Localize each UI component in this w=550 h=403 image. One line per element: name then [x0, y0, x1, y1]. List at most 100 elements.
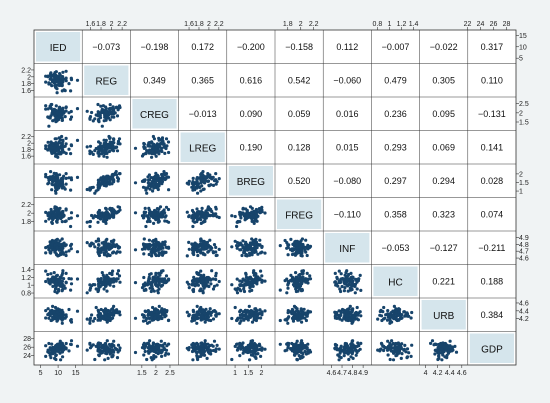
- data-point: [85, 187, 89, 192]
- data-point: [105, 352, 109, 356]
- data-point: [157, 271, 161, 275]
- data-point: [55, 78, 60, 82]
- data-point: [152, 307, 157, 311]
- data-point: [215, 343, 219, 347]
- data-point: [191, 186, 196, 190]
- axis-tick-label: 2.2: [117, 21, 127, 28]
- axis-tick-label: 22: [464, 21, 472, 28]
- data-point: [260, 348, 264, 352]
- data-point: [302, 307, 306, 311]
- data-point: [195, 210, 199, 214]
- data-point: [44, 219, 48, 223]
- data-point: [260, 313, 264, 317]
- data-point: [156, 291, 160, 295]
- data-point: [64, 347, 68, 351]
- data-point: [405, 356, 409, 360]
- data-point: [339, 311, 343, 315]
- data-point: [242, 287, 246, 291]
- data-point: [298, 345, 302, 349]
- data-point: [144, 344, 148, 348]
- data-point: [303, 316, 307, 320]
- data-point: [337, 279, 341, 283]
- data-point: [115, 250, 120, 254]
- data-point: [52, 271, 56, 275]
- data-point: [248, 343, 252, 347]
- data-point: [249, 346, 253, 350]
- data-point: [207, 183, 211, 187]
- data-point: [105, 289, 109, 293]
- data-point: [358, 310, 362, 314]
- data-point: [291, 242, 296, 246]
- data-point: [55, 307, 59, 311]
- data-point: [75, 107, 80, 111]
- data-point: [104, 315, 108, 319]
- data-point: [52, 310, 56, 314]
- data-point: [196, 253, 200, 258]
- data-point: [345, 314, 349, 318]
- data-point: [100, 271, 104, 275]
- data-point: [157, 314, 161, 318]
- correlation-value: 0.349: [143, 75, 166, 85]
- data-point: [235, 348, 240, 352]
- data-point: [291, 277, 295, 281]
- data-point: [94, 189, 98, 193]
- data-point: [145, 191, 149, 195]
- data-point: [51, 316, 55, 320]
- data-point: [46, 307, 50, 311]
- data-point: [285, 241, 289, 245]
- data-point: [60, 178, 64, 182]
- data-point: [105, 237, 109, 241]
- axis-tick-label: 4.6: [327, 370, 337, 377]
- diagonal-cell-reg: [84, 65, 129, 95]
- data-point: [64, 250, 68, 254]
- axis-tick-label: 4.6: [519, 300, 529, 307]
- data-point: [75, 175, 80, 179]
- data-point: [112, 141, 116, 145]
- correlation-value: 0.542: [288, 75, 311, 85]
- data-point: [88, 144, 93, 148]
- data-point: [343, 286, 347, 290]
- data-point: [145, 357, 149, 362]
- data-point: [195, 351, 199, 355]
- data-point: [381, 344, 385, 348]
- data-point: [211, 348, 216, 353]
- data-point: [289, 273, 293, 277]
- data-point: [436, 349, 441, 354]
- data-point: [118, 250, 122, 254]
- data-point: [289, 347, 293, 351]
- data-point: [164, 214, 168, 218]
- data-point: [388, 319, 392, 323]
- data-point: [44, 279, 48, 284]
- data-point: [49, 250, 53, 254]
- data-point: [53, 189, 58, 193]
- data-point: [155, 277, 159, 281]
- data-point: [147, 173, 151, 177]
- data-point: [105, 175, 109, 180]
- data-point: [187, 240, 191, 244]
- data-point: [242, 251, 246, 255]
- data-point: [112, 138, 116, 142]
- data-point: [201, 291, 205, 295]
- data-point: [64, 151, 68, 155]
- data-point: [54, 70, 58, 74]
- correlation-value: 0.141: [481, 142, 504, 152]
- data-point: [235, 342, 239, 346]
- data-point: [116, 343, 121, 347]
- data-point: [149, 149, 153, 153]
- data-point: [150, 348, 154, 352]
- data-point: [201, 279, 205, 283]
- data-point: [57, 180, 61, 184]
- data-point: [250, 282, 254, 286]
- data-point: [204, 209, 208, 213]
- data-point: [339, 277, 343, 281]
- data-point: [342, 346, 346, 350]
- data-point: [195, 216, 199, 220]
- data-point: [147, 141, 151, 145]
- data-point: [104, 149, 108, 153]
- data-point: [235, 317, 240, 321]
- data-point: [199, 189, 203, 193]
- data-point: [96, 178, 100, 182]
- data-point: [294, 305, 298, 310]
- data-point: [356, 318, 360, 322]
